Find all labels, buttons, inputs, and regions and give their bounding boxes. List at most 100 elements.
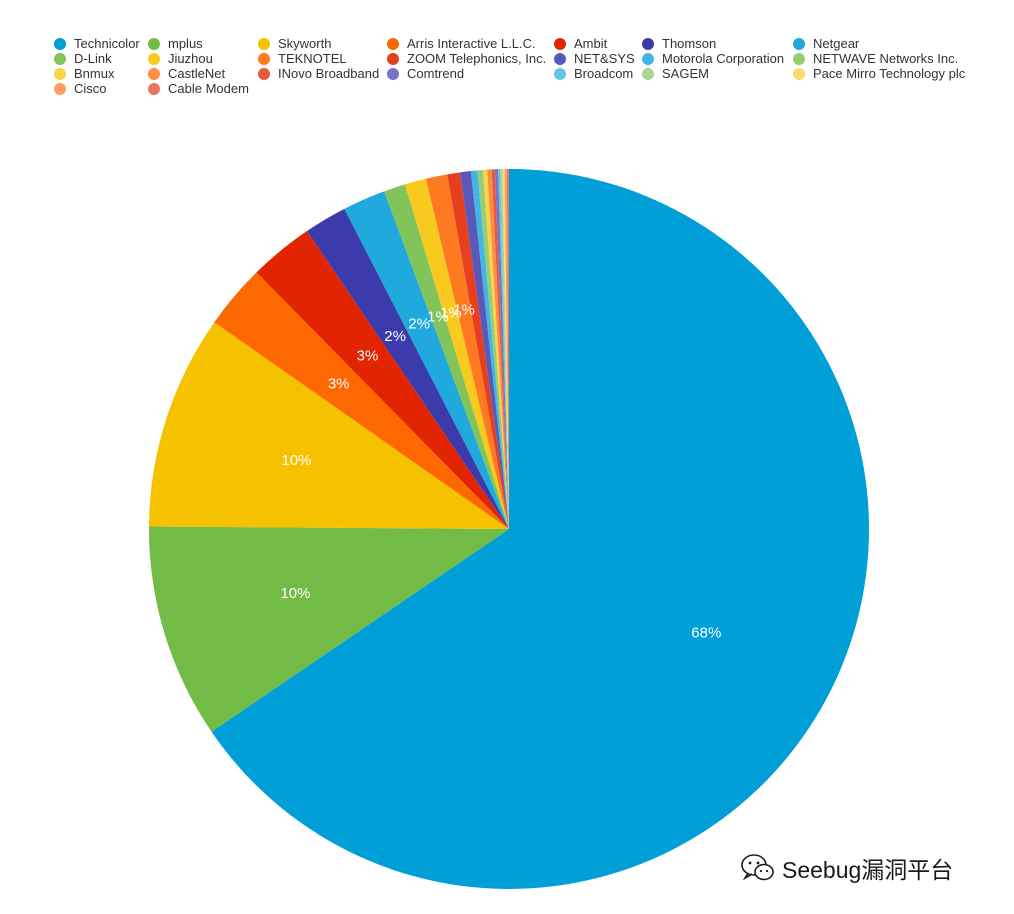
pie-slice (404, 178, 509, 529)
legend-label: TEKNOTEL (278, 51, 347, 66)
legend-item: Bnmux (54, 66, 114, 81)
pie-slice-label: 3% (328, 376, 350, 393)
legend-swatch (54, 67, 66, 80)
legend-swatch (148, 67, 160, 80)
legend-swatch (793, 52, 805, 65)
legend-item: Comtrend (387, 66, 464, 81)
pie-slice (498, 169, 509, 530)
pie-slice (502, 169, 509, 529)
legend-label: Arris Interactive L.L.C. (407, 36, 536, 51)
legend-label: Cisco (74, 81, 107, 96)
pie-slice (306, 208, 509, 529)
legend-label: NETWAVE Networks Inc. (813, 51, 959, 66)
legend-swatch (554, 52, 566, 65)
pie-slice-label: 1% (440, 304, 462, 321)
legend-item: Arris Interactive L.L.C. (387, 36, 536, 51)
pie-slice-label: 10% (281, 452, 311, 469)
legend-label: Pace Mirro Technology plc (813, 66, 966, 81)
pie-slice (494, 169, 509, 529)
pie-slice-label: 3% (357, 347, 379, 364)
legend-label: Ambit (574, 36, 608, 51)
legend-label: Jiuzhou (168, 51, 213, 66)
legend-item: Jiuzhou (148, 51, 213, 66)
legend-label: INovo Broadband (278, 66, 380, 81)
legend-item: NET&SYS (554, 51, 635, 66)
legend-item: INovo Broadband (258, 66, 379, 81)
pie-slice-label: 2% (384, 328, 406, 345)
legend-item: D-Link (54, 51, 112, 66)
legend-swatch (642, 37, 654, 50)
legend-item: Cisco (54, 81, 107, 96)
legend-swatch (793, 67, 805, 80)
legend-swatch (642, 52, 654, 65)
pie-slice (500, 169, 509, 529)
legend-item: Cable Modem (148, 81, 249, 96)
pie-slice (477, 169, 509, 529)
legend-swatch (258, 37, 270, 50)
legend-label: Comtrend (407, 66, 465, 81)
pie-slice (506, 169, 509, 529)
legend-item: Skyworth (258, 36, 331, 51)
legend-swatch (387, 37, 399, 50)
legend-swatch (387, 52, 399, 65)
pie-slice (425, 174, 509, 529)
pie-slice (487, 169, 509, 529)
legend-swatch (387, 67, 399, 80)
legend-label: Netgear (813, 36, 860, 51)
pie-slice-label: 1% (427, 308, 449, 325)
pie-slice (149, 322, 509, 529)
legend-item: CastleNet (148, 66, 225, 81)
legend-item: mplus (148, 36, 203, 51)
legend-label: NET&SYS (574, 51, 635, 66)
legend-swatch (642, 67, 654, 80)
watermark-text: Seebug漏洞平台 (782, 857, 954, 883)
pie-slice-label: 68% (691, 624, 721, 641)
pie-slices (149, 169, 869, 889)
pie-slice (482, 169, 509, 529)
watermark: Seebug漏洞平台 (740, 850, 953, 886)
pie-slice (460, 171, 509, 529)
pie-slice (214, 272, 510, 529)
legend-swatch (148, 82, 160, 95)
wechat-icon (741, 854, 774, 881)
legend-label: Skyworth (278, 36, 332, 51)
legend-label: Cable Modem (168, 81, 249, 96)
pie-slice-labels: 68%10%10%3%3%2%2%1%1%1% (280, 301, 721, 641)
legend-swatch (793, 37, 805, 50)
legend-label: Bnmux (74, 66, 115, 81)
pie-slice-label: 1% (453, 301, 475, 318)
legend-item: ZOOM Telephonics, Inc. (387, 51, 546, 66)
legend-swatch (258, 52, 270, 65)
legend-label: mplus (168, 36, 203, 51)
pie-slice (256, 231, 509, 530)
pie-slice (504, 169, 509, 529)
legend-swatch (54, 82, 66, 95)
legend-item: Netgear (793, 36, 859, 51)
legend-label: CastleNet (168, 66, 226, 81)
legend-label: SAGEM (662, 66, 709, 81)
legend-item: Broadcom (554, 66, 633, 81)
legend-item: SAGEM (642, 66, 709, 81)
legend-label: ZOOM Telephonics, Inc. (407, 51, 547, 66)
legend-label: Broadcom (574, 66, 634, 81)
pie-slice (344, 191, 509, 530)
legend-swatch (148, 52, 160, 65)
legend-item: Technicolor (54, 36, 140, 51)
legend-swatch (554, 67, 566, 80)
legend-item: Ambit (554, 36, 607, 51)
pie-slice (470, 170, 509, 529)
legend-swatch (54, 52, 66, 65)
pie-slice (447, 172, 509, 529)
legend-label: D-Link (74, 51, 112, 66)
legend-item: Pace Mirro Technology plc (793, 66, 965, 81)
legend-label: Technicolor (74, 36, 140, 51)
legend-swatch (148, 37, 160, 50)
pie-slice (149, 526, 509, 732)
legend-item: Thomson (642, 36, 716, 51)
pie-slice-label: 10% (280, 585, 310, 602)
legend-swatch (258, 67, 270, 80)
legend-item: Motorola Corporation (642, 51, 784, 66)
legend-label: Motorola Corporation (662, 51, 785, 66)
legend-label: Thomson (662, 36, 717, 51)
